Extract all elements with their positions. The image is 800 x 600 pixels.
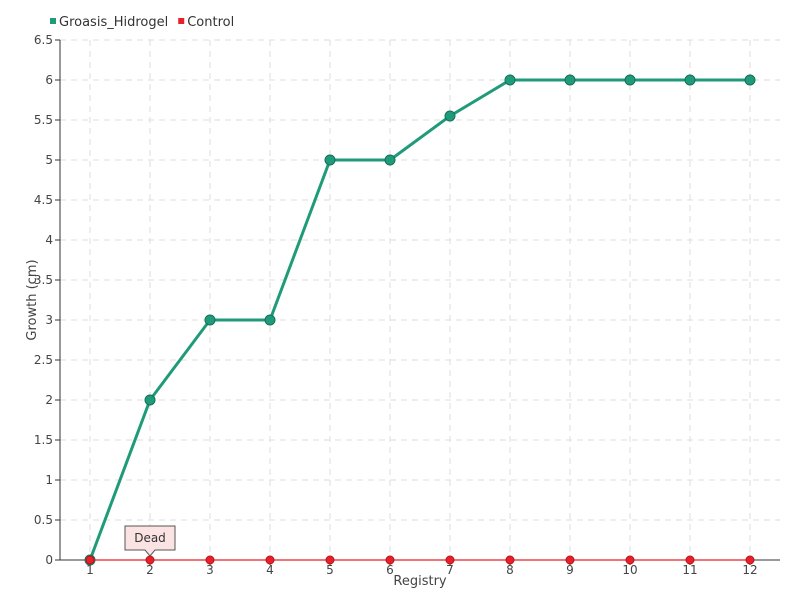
x-tick-label: 6 [386, 563, 394, 577]
data-point [685, 555, 695, 565]
x-tick-label: 4 [266, 563, 274, 577]
x-tick-label: 11 [682, 563, 697, 577]
data-point [744, 74, 756, 86]
annotation-box [124, 525, 176, 557]
y-tick-label: 0.5 [34, 513, 53, 527]
series-layer [84, 74, 756, 566]
y-tick-label: 5.5 [34, 113, 53, 127]
x-tick-label: 5 [326, 563, 334, 577]
y-tick-labels: 0 0.5 1 1.5 2 2.5 3 3.5 4 4.5 5 5.5 6 6.5 [34, 33, 60, 567]
legend-swatch [50, 18, 56, 24]
x-tick-label: 7 [446, 563, 454, 577]
data-point [565, 555, 575, 565]
data-point [265, 555, 275, 565]
y-tick-label: 6 [45, 73, 53, 87]
data-point [504, 74, 516, 86]
legend: Groasis_Hidrogel Control [50, 15, 234, 30]
data-point [564, 74, 576, 86]
y-tick-label: 1 [45, 473, 53, 487]
axes [59, 40, 780, 561]
x-tick-label: 8 [506, 563, 514, 577]
data-point [384, 154, 396, 166]
x-tick-label: 2 [146, 563, 154, 577]
data-point [625, 555, 635, 565]
data-point [85, 555, 95, 565]
series-control [85, 555, 755, 565]
x-tick-label: 10 [622, 563, 637, 577]
legend-swatch [178, 18, 185, 24]
y-axis-title: Growth (cm) [25, 259, 40, 340]
annotation-layer: Dead [124, 525, 176, 557]
legend-item: Control [178, 15, 234, 30]
data-point [205, 555, 215, 565]
y-tick-label: 4.5 [34, 193, 53, 207]
y-tick-label: 2.5 [34, 353, 53, 367]
data-point [444, 110, 456, 122]
x-tick-label: 1 [86, 563, 94, 577]
data-point [264, 314, 276, 326]
data-point [745, 555, 755, 565]
legend-label: Groasis_Hidrogel [59, 15, 168, 30]
series-line [88, 78, 750, 561]
x-axis-title: Registry [393, 574, 447, 589]
y-tick-label: 3.5 [34, 273, 53, 287]
data-point [624, 74, 636, 86]
data-point [385, 555, 395, 565]
x-tick-label: 9 [566, 563, 574, 577]
grid-lines [60, 39, 780, 560]
data-point [144, 394, 156, 406]
y-tick-label: 3 [45, 313, 53, 327]
data-point [684, 74, 696, 86]
y-tick-label: 5 [45, 153, 53, 167]
data-point [505, 555, 515, 565]
y-tick-label: 6.5 [34, 33, 53, 47]
annotation-callout: Dead [124, 525, 176, 557]
x-tick-label: 12 [742, 563, 757, 577]
y-tick-label: 0 [45, 553, 53, 567]
data-point [325, 555, 335, 565]
data-point [204, 314, 216, 326]
x-tick-label: 3 [206, 563, 214, 577]
data-point [324, 154, 336, 166]
legend-item: Groasis_Hidrogel [50, 15, 168, 30]
y-tick-label: 4 [45, 233, 53, 247]
annotation-label: Dead [134, 531, 166, 545]
data-point [145, 555, 155, 565]
data-point [445, 555, 455, 565]
legend-label: Control [187, 15, 234, 30]
y-tick-label: 1.5 [34, 433, 53, 447]
y-tick-label: 2 [45, 393, 53, 407]
